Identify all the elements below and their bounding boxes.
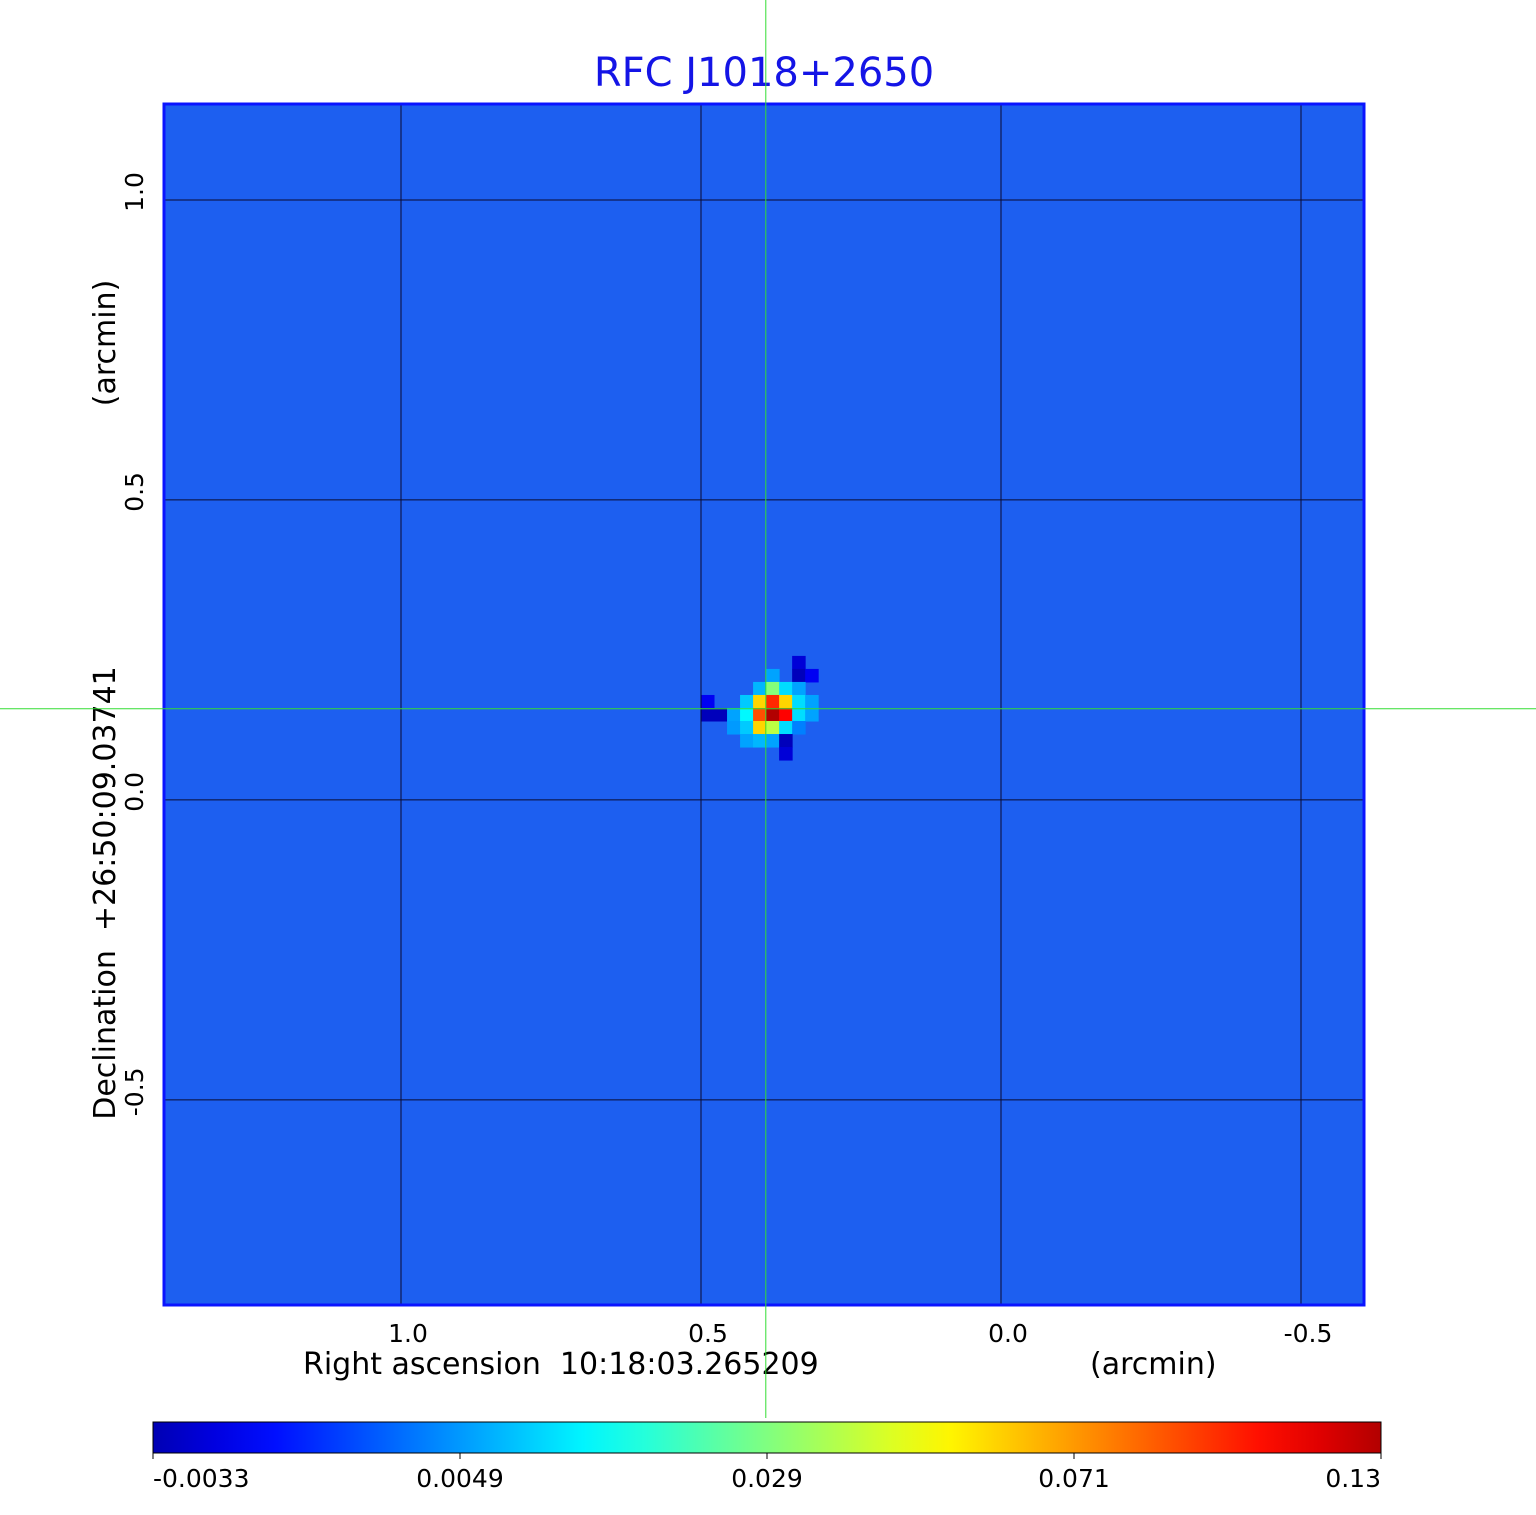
colorbar: [152, 1421, 1382, 1454]
colorbar-tick-label: 0.0049: [416, 1464, 503, 1493]
image-pixel: [753, 734, 767, 748]
y-tick-label: -0.5: [120, 1067, 149, 1116]
image-pixel: [779, 694, 793, 709]
image-pixel: [701, 707, 715, 722]
image-pixel: [766, 721, 780, 735]
image-pixel: [753, 681, 767, 696]
image-pixel: [779, 747, 793, 761]
image-frame: [162, 102, 1366, 1307]
image-pixel: [792, 681, 806, 696]
image-pixel: [805, 707, 819, 722]
crosshair: [0, 0, 1536, 1418]
image-pixel: [792, 721, 806, 735]
colorbar-tick-label: -0.0033: [153, 1464, 250, 1493]
image-pixel: [740, 734, 754, 748]
colorbar-tick-label: 0.071: [1038, 1464, 1110, 1493]
y-tick-label: 0.5: [120, 472, 149, 512]
image-pixel: [714, 707, 728, 722]
image-pixel: [779, 707, 793, 722]
image-pixel: [805, 694, 819, 709]
image-pixel: [766, 668, 780, 683]
x-tick-label: 0.0: [988, 1319, 1028, 1348]
x-tick-label: -0.5: [1284, 1319, 1333, 1348]
y-tick-label: 0.0: [120, 772, 149, 812]
image-pixel: [792, 694, 806, 709]
image-pixel: [779, 721, 793, 735]
chart-title: RFC J1018+2650: [594, 50, 934, 96]
image-pixel: [792, 707, 806, 722]
image-pixel: [753, 707, 767, 722]
x-tick-labels: 1.0 0.5 0.0 -0.5: [388, 1319, 1332, 1348]
colorbar-tick-label: 0.13: [1325, 1464, 1381, 1493]
x-tick-label: 0.5: [688, 1319, 728, 1348]
colorbar-ticks: -0.0033 0.0049 0.029 0.071 0.13: [152, 1453, 1382, 1493]
image-pixel: [766, 707, 780, 722]
image-pixel: [766, 734, 780, 748]
image-pixel: [740, 721, 754, 735]
source-patch: [701, 655, 819, 761]
image-pixel: [753, 721, 767, 735]
image-pixel: [805, 668, 819, 683]
colorbar-tick-label: 0.029: [731, 1464, 803, 1493]
image-pixel: [701, 694, 715, 709]
image-pixel: [779, 734, 793, 748]
y-axis-unit: (arcmin): [88, 280, 123, 407]
x-axis-label: Right ascension 10:18:03.265209: [303, 1347, 819, 1382]
x-tick-label: 1.0: [388, 1319, 428, 1348]
y-tick-labels: 1.0 0.5 0.0 -0.5: [120, 172, 149, 1116]
image-pixel: [753, 694, 767, 709]
image-pixel: [727, 721, 741, 735]
image-pixel: [779, 681, 793, 696]
image-pixel: [792, 655, 806, 670]
y-axis-label: Declination +26:50:09.03741: [88, 666, 123, 1120]
grid-lines: [164, 104, 1364, 1305]
x-axis-unit: (arcmin): [1090, 1347, 1217, 1382]
image-pixel: [766, 681, 780, 696]
image-pixel: [766, 694, 780, 709]
image-pixel: [727, 707, 741, 722]
image-pixel: [740, 694, 754, 709]
image-pixel: [792, 668, 806, 683]
y-tick-label: 1.0: [120, 172, 149, 212]
image-pixel: [740, 707, 754, 722]
